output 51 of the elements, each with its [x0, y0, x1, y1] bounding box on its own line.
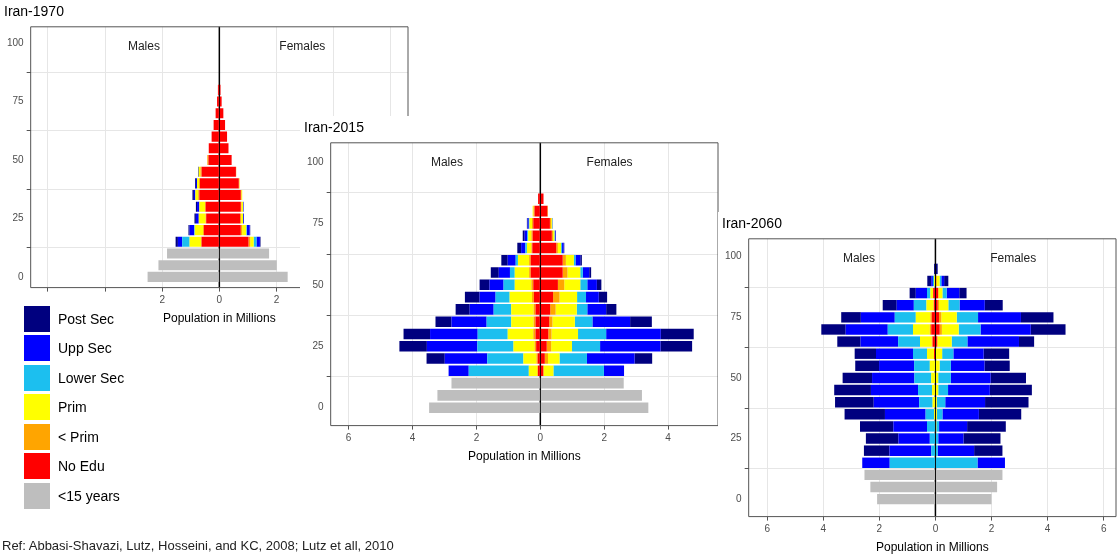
legend-label: <15 years	[58, 487, 120, 504]
x-axis-title: Population in Millions	[875, 540, 989, 555]
x-tick-label: 6	[1100, 523, 1107, 535]
x-tick-label: 6	[345, 432, 352, 444]
legend-label: Lower Sec	[58, 369, 125, 386]
x-tick-label: 0	[216, 294, 223, 306]
y-tick-label: 50	[312, 278, 325, 290]
x-tick-label: 0	[537, 432, 544, 444]
y-tick-label: 100	[307, 155, 325, 167]
y-tick-label: 100	[725, 250, 743, 262]
x-axis-title: Population in Millions	[467, 449, 581, 464]
x-tick-label: 2	[988, 523, 995, 535]
x-tick-label: 2	[273, 294, 280, 306]
y-tick-label: 0	[318, 401, 325, 413]
annotation: Males	[430, 155, 463, 170]
x-tick-label: 4	[1044, 523, 1051, 535]
x-tick-label: 4	[409, 432, 416, 444]
y-tick-label: 100	[7, 36, 25, 48]
x-tick-label: 4	[665, 432, 672, 444]
x-tick-label: 2	[159, 294, 166, 306]
chart-title: Iran-2060	[722, 215, 783, 232]
y-tick-label: 75	[730, 311, 743, 323]
legend-label: Post Sec	[58, 310, 115, 327]
x-tick-label: 4	[820, 523, 827, 535]
y-tick-label: 25	[730, 432, 743, 444]
y-tick-label: 0	[18, 270, 25, 282]
annotation: Males	[127, 39, 160, 54]
chart-title: Iran-1970	[4, 3, 65, 20]
legend-label: Upp Sec	[58, 340, 112, 357]
x-axis-title: Population in Millions	[162, 311, 276, 326]
chart-title: Iran-2015	[304, 119, 365, 136]
legend-label: < Prim	[58, 428, 99, 445]
text: Ref: Abbasi-Shavazi, Lutz, Hosseini, and KC, 2008; Lutz et all, 2010	[2, 538, 394, 553]
x-tick-label: 2	[876, 523, 883, 535]
y-tick-label: 75	[12, 95, 25, 107]
y-tick-label: 75	[312, 217, 325, 229]
y-tick-label: 50	[12, 153, 25, 165]
y-tick-label: 25	[12, 212, 25, 224]
y-tick-label: 0	[736, 492, 743, 504]
x-tick-label: 2	[473, 432, 480, 444]
legend-label: Prim	[58, 399, 87, 416]
x-tick-label: 0	[932, 523, 939, 535]
legend-label: No Edu	[58, 458, 105, 475]
x-tick-label: 2	[601, 432, 608, 444]
annotation: Females	[279, 39, 326, 54]
annotation: Males	[842, 251, 875, 266]
y-tick-label: 25	[312, 339, 325, 351]
annotation: Females	[990, 251, 1037, 266]
annotation: Females	[586, 155, 633, 170]
x-tick-label: 6	[764, 523, 771, 535]
y-tick-label: 50	[730, 371, 743, 383]
